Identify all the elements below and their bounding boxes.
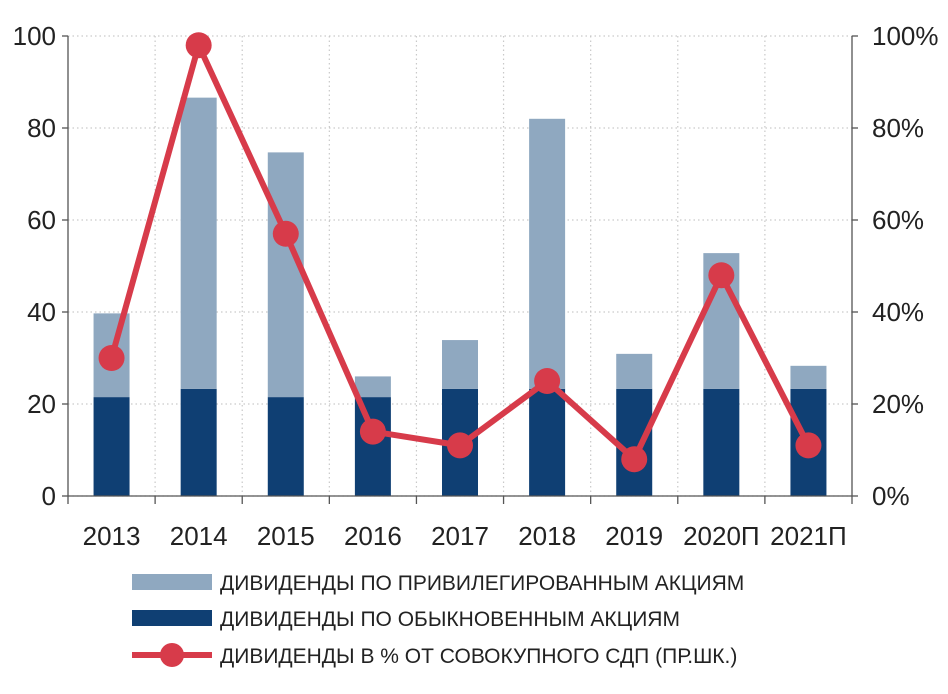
bar-preferred-shares [529, 118, 566, 389]
y-tick-label-right: 20% [872, 389, 924, 419]
x-tick-label: 2014 [170, 521, 228, 551]
bar-common-shares [703, 388, 740, 496]
bar-preferred-shares [442, 340, 478, 389]
y-tick-label-right: 40% [872, 297, 924, 327]
x-tick-label: 2020П [683, 521, 760, 551]
x-tick-label: 2015 [257, 521, 315, 551]
bar-preferred-shares [616, 353, 653, 389]
legend: ДИВИДЕНДЫ ПО ПРИВИЛЕГИРОВАННЫМ АКЦИЯМ ДИВ… [132, 572, 744, 668]
line-point [447, 432, 473, 459]
bar-common-shares [616, 388, 653, 496]
axes [62, 35, 858, 504]
y-tick-label-right: 0% [872, 481, 910, 511]
x-tick-label: 2018 [518, 521, 576, 551]
bar-common-shares [354, 397, 391, 496]
legend-label: ДИВИДЕНДЫ ПО ПРИВИЛЕГИРОВАННЫМ АКЦИЯМ [220, 572, 744, 595]
x-tick-label: 2013 [83, 521, 141, 551]
line-point [98, 345, 125, 371]
line-point [708, 262, 735, 289]
legend-swatch [132, 610, 212, 626]
line-point [534, 368, 561, 394]
y-tick-label-left: 80 [27, 113, 56, 143]
y-tick-label-left: 20 [27, 389, 56, 419]
bars [93, 97, 827, 496]
legend-swatch [132, 574, 212, 590]
x-tick-label: 2017 [431, 521, 489, 551]
line-point [185, 32, 212, 59]
bar-preferred-shares [267, 152, 304, 398]
legend-label: ДИВИДЕНДЫ В % ОТ СОВОКУПНОГО СДП (ПР.ШК.… [220, 645, 737, 668]
line-point [359, 418, 386, 445]
y-tick-label-left: 60 [27, 205, 56, 235]
x-tick-label: 2019 [605, 521, 663, 551]
y-tick-label-left: 100 [13, 21, 56, 51]
y-tick-label-left: 40 [27, 297, 56, 327]
line-point [795, 432, 822, 459]
bar-common-shares [93, 397, 130, 496]
bar-preferred-shares [354, 376, 391, 398]
bar-preferred-shares [790, 365, 827, 389]
y-tick-label-right: 100% [872, 21, 939, 51]
line-point [272, 220, 299, 247]
bar-common-shares [180, 388, 217, 496]
legend-swatch-marker [160, 643, 184, 667]
x-tick-label: 2016 [344, 521, 402, 551]
y-tick-label-right: 80% [872, 113, 924, 143]
bar-preferred-shares [180, 97, 217, 389]
line-point [621, 446, 648, 473]
y-tick-label-left: 0 [42, 481, 56, 511]
y-tick-label-right: 60% [872, 205, 924, 235]
bar-common-shares [529, 388, 566, 496]
legend-label: ДИВИДЕНДЫ ПО ОБЫКНОВЕННЫМ АКЦИЯМ [220, 608, 680, 631]
bar-common-shares [267, 397, 304, 496]
x-tick-label: 2021П [770, 521, 847, 551]
